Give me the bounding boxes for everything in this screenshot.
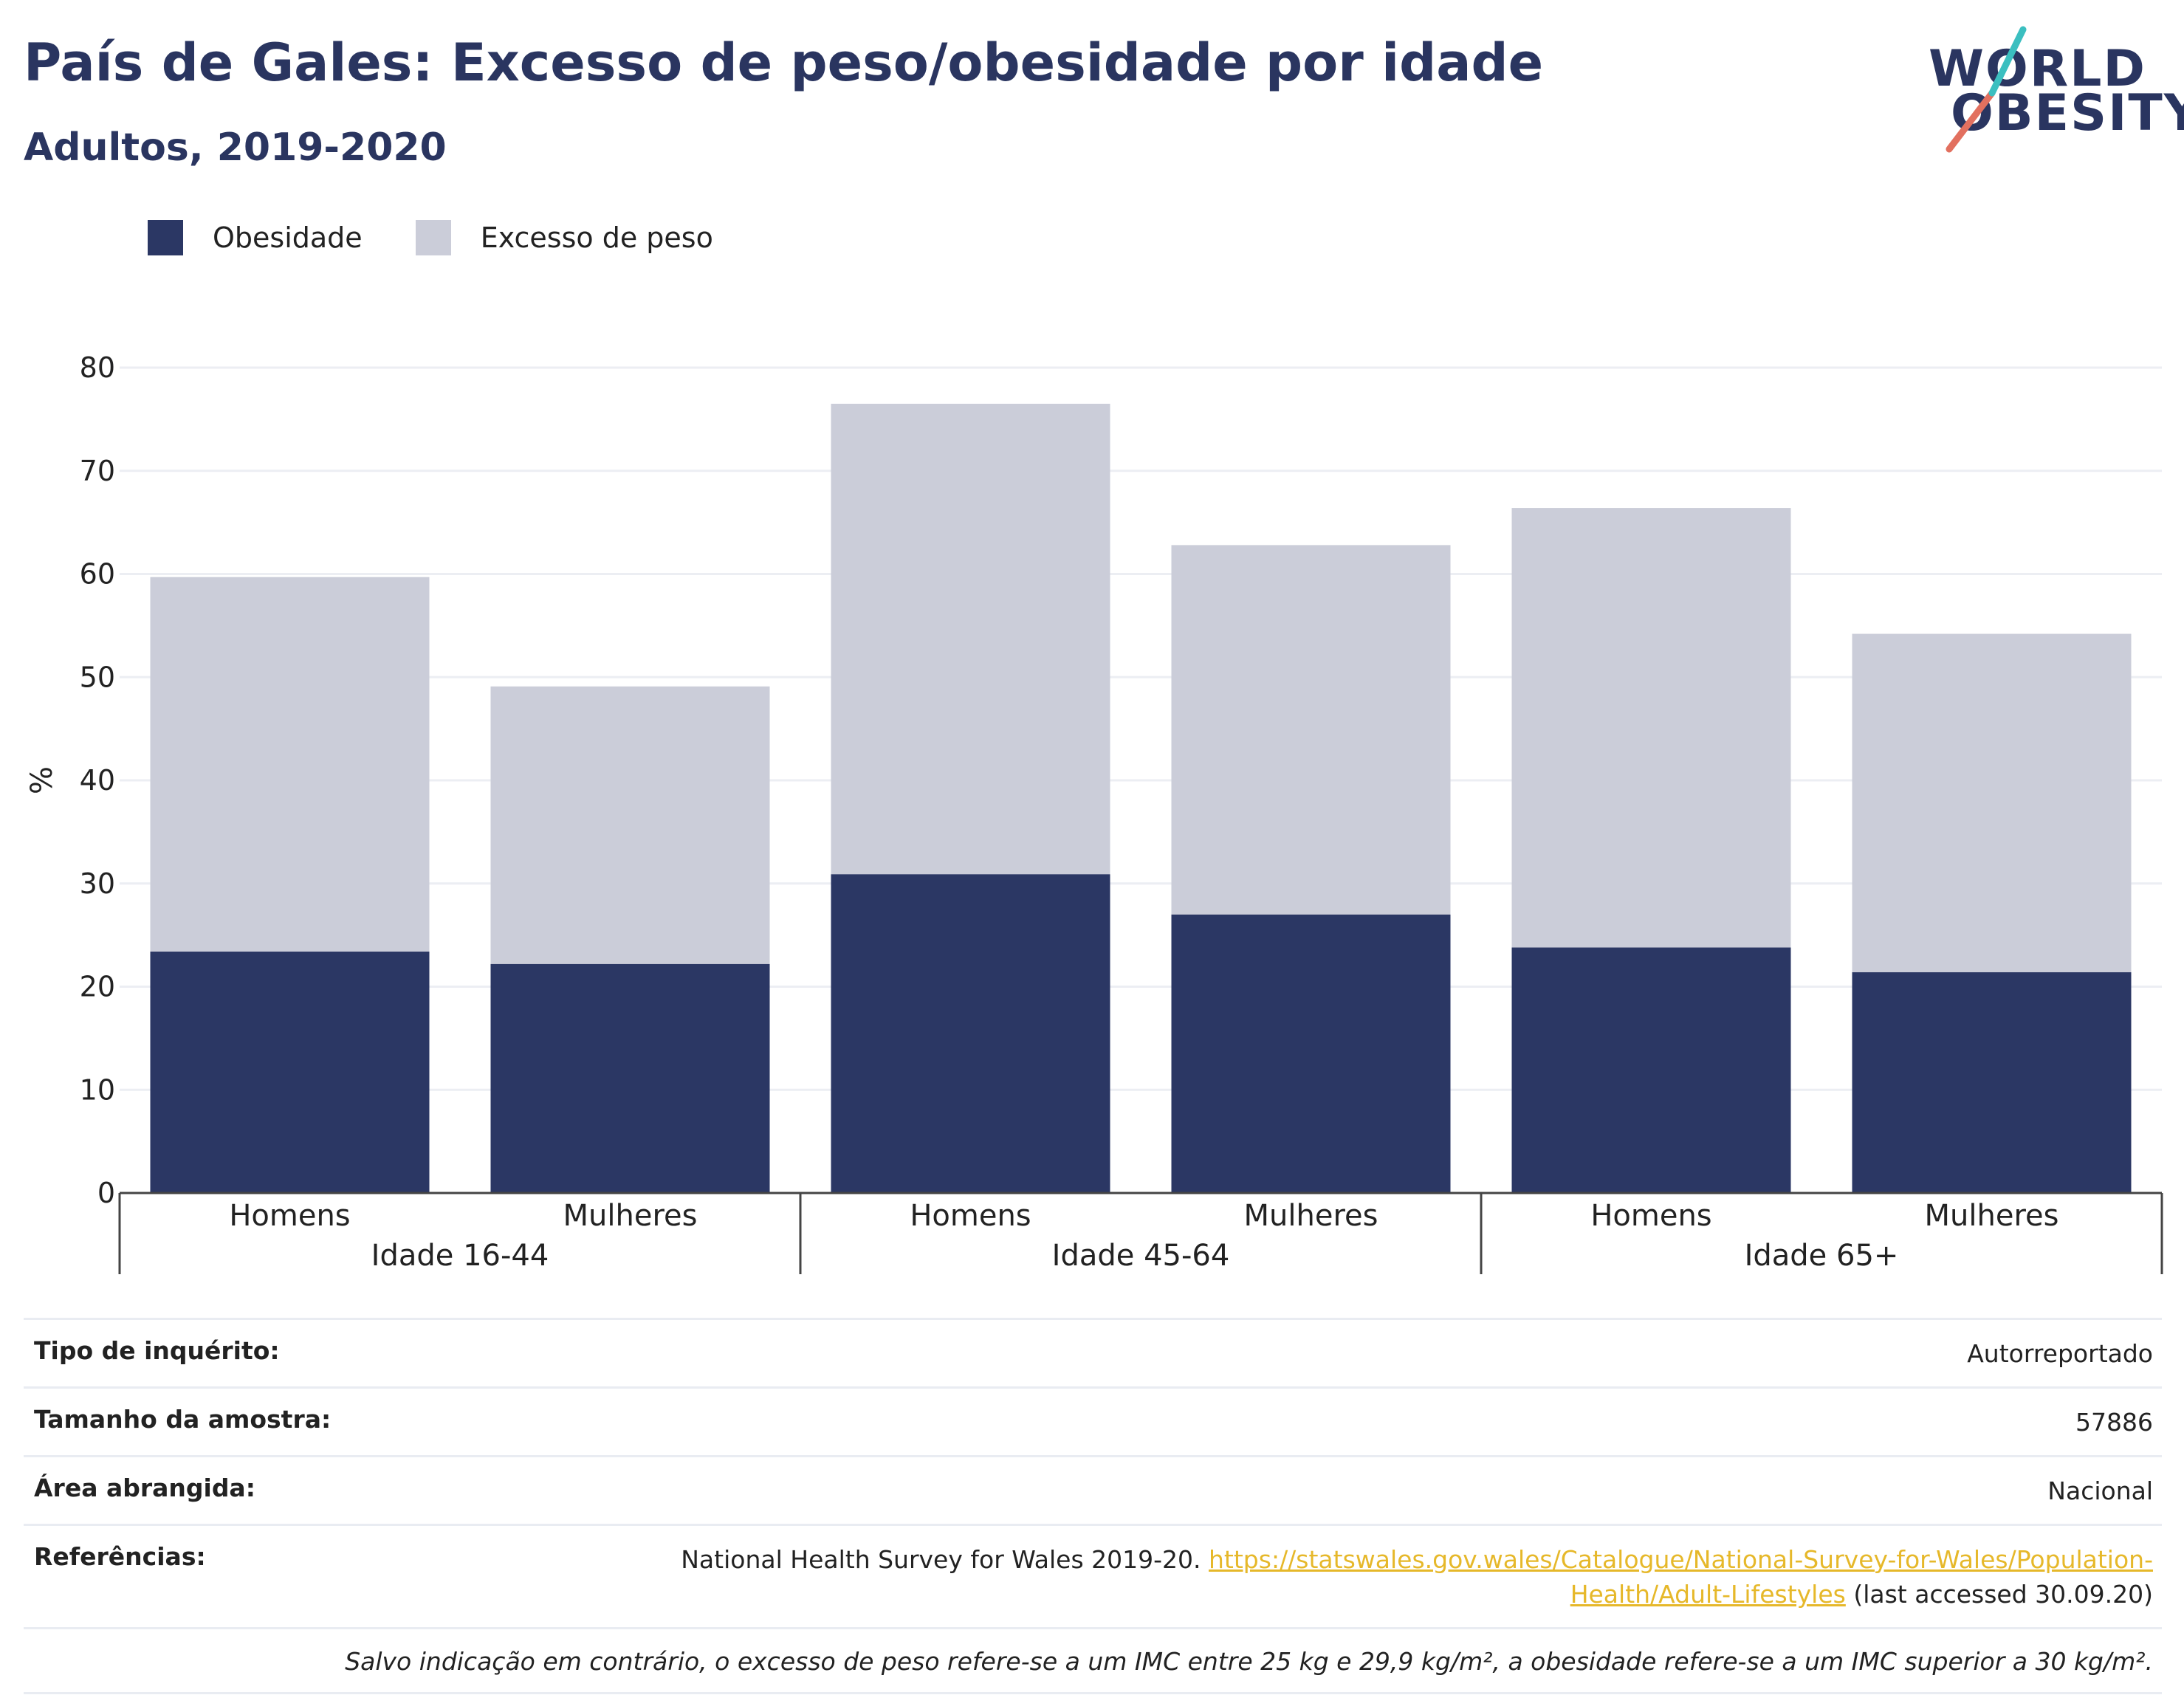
- legend-label-obesity: Obesidade: [213, 221, 363, 254]
- logo-line-1: WORLD: [1929, 40, 2146, 98]
- bar-overweight: [150, 577, 430, 952]
- info-value: Nacional: [2047, 1476, 2153, 1505]
- y-tick-label: 80: [80, 351, 115, 384]
- bar-obesity: [1171, 914, 1451, 1193]
- y-tick-label: 60: [80, 558, 115, 591]
- chart-legend: Obesidade Excesso de peso: [148, 220, 766, 255]
- page-title: País de Gales: Excesso de peso/obesidade…: [24, 32, 1544, 93]
- world-obesity-logo: WORLD OBESITY: [1920, 22, 2184, 155]
- legend-swatch-obesity: [148, 220, 183, 255]
- y-tick-label: 10: [80, 1073, 115, 1106]
- y-axis-label: %: [25, 766, 59, 794]
- page-subtitle: Adultos, 2019-2020: [24, 126, 447, 170]
- x-category-label: Mulheres: [1244, 1199, 1378, 1233]
- y-tick-label: 50: [80, 661, 115, 693]
- references-link[interactable]: https://statswales.gov.wales/Catalogue/N…: [1209, 1544, 2153, 1609]
- y-tick-label: 70: [80, 455, 115, 487]
- references-suffix: (last accessed 30.09.20): [1853, 1580, 2153, 1609]
- bar-obesity: [490, 963, 770, 1193]
- bar-obesity: [831, 874, 1110, 1193]
- y-tick-label: 30: [80, 867, 115, 900]
- x-group-label: Idade 45-64: [1052, 1239, 1230, 1273]
- bar-obesity: [1852, 972, 2132, 1193]
- stacked-bar-chart: 0 10 20 30 40 50 60 70 80% Homens Mulheres Homens Mu…: [25, 351, 2163, 1274]
- info-value-references: National Health Survey for Wales 2019-20…: [602, 1542, 2153, 1613]
- logo-slash-icon: [1946, 26, 2027, 153]
- legend-item-obesity[interactable]: Obesidade: [148, 220, 363, 255]
- bar-overweight: [1171, 545, 1451, 915]
- info-label: Tipo de inquérito:: [34, 1336, 280, 1365]
- bar-obesity: [150, 951, 430, 1193]
- legend-item-overweight[interactable]: Excesso de peso: [415, 220, 713, 255]
- y-tick-label: 40: [80, 764, 115, 797]
- y-tick-label: 0: [97, 1177, 115, 1209]
- info-value: 57886: [2075, 1407, 2153, 1437]
- x-group-label: Idade 16-44: [371, 1239, 549, 1273]
- bar-overweight: [831, 403, 1110, 875]
- survey-info-table: Tipo de inquérito: Autorreportado Tamanh…: [24, 1318, 2162, 1695]
- x-category-label: Homens: [1590, 1199, 1711, 1233]
- definition-note: Salvo indicação em contrário, o excesso …: [24, 1627, 2162, 1695]
- info-row-survey-type: Tipo de inquérito: Autorreportado: [24, 1318, 2162, 1386]
- info-row-sample-size: Tamanho da amostra: 57886: [24, 1386, 2162, 1455]
- x-category-label: Mulheres: [1925, 1199, 2059, 1233]
- x-category-label: Homens: [910, 1199, 1031, 1233]
- info-label: Área abrangida:: [34, 1473, 255, 1502]
- info-value: Autorreportado: [1967, 1339, 2153, 1368]
- references-text: National Health Survey for Wales 2019-20…: [681, 1544, 1201, 1574]
- bar-obesity: [1511, 947, 1791, 1193]
- info-label: Referências:: [34, 1541, 206, 1571]
- info-row-area: Área abrangida: Nacional: [24, 1454, 2162, 1524]
- x-category-label: Homens: [229, 1199, 350, 1233]
- bar-overweight: [1852, 633, 2132, 972]
- bar-overweight: [490, 686, 770, 964]
- info-row-references: Referências: National Health Survey for …: [24, 1523, 2162, 1628]
- legend-label-overweight: Excesso de peso: [480, 221, 713, 254]
- x-group-label: Idade 65+: [1745, 1239, 1899, 1273]
- legend-swatch-overweight: [415, 220, 451, 255]
- y-tick-label: 20: [80, 971, 115, 1003]
- info-label: Tamanho da amostra:: [34, 1404, 332, 1434]
- x-category-label: Mulheres: [563, 1199, 698, 1233]
- bar-overweight: [1511, 508, 1791, 948]
